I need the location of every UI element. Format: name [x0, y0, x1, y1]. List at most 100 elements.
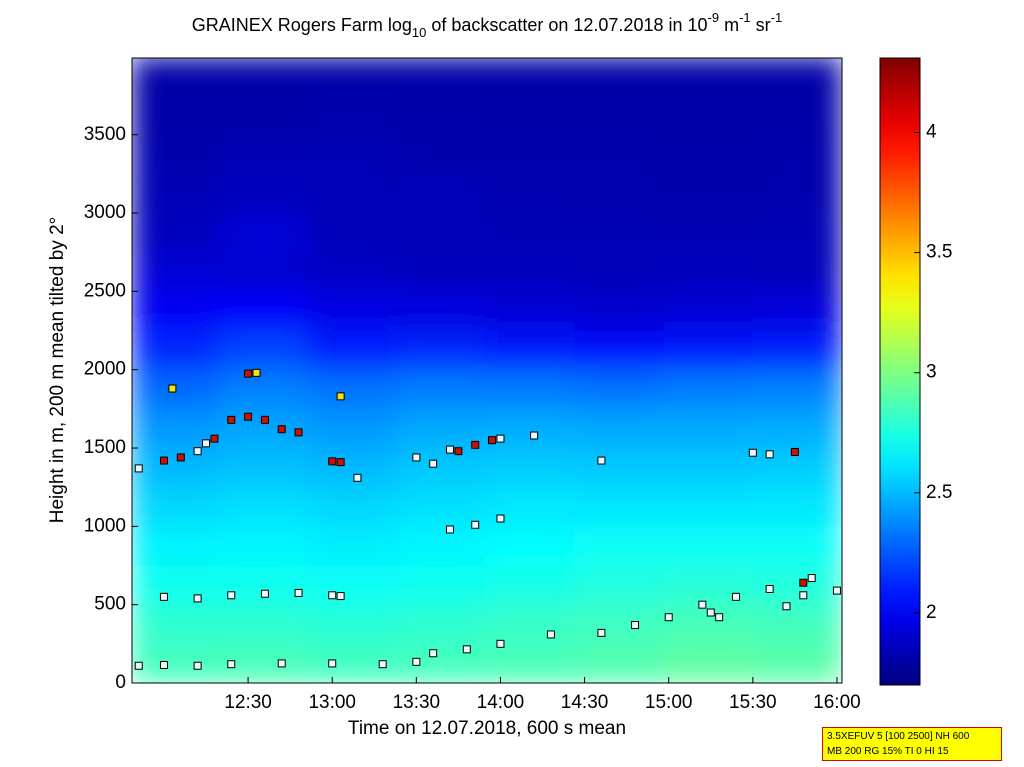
title-part: of backscatter on 12.07.2018 in 10 [426, 15, 707, 35]
title-part: -1 [771, 10, 783, 25]
marker [244, 369, 253, 378]
marker [454, 447, 463, 456]
heat-cell [752, 290, 842, 332]
heat-cell [752, 525, 842, 567]
heat-cell [308, 251, 399, 292]
heat-cell [132, 643, 220, 683]
marker [832, 586, 841, 595]
title-part: GRAINEX Rogers Farm log [192, 15, 412, 35]
heat-cell [573, 643, 665, 683]
heat-cell [397, 95, 486, 136]
heat-cell [663, 525, 754, 567]
y-tick-label: 2000 [84, 359, 126, 380]
marker [807, 574, 816, 583]
marker [429, 459, 438, 468]
heat-cell [397, 330, 486, 371]
heat-cell [308, 58, 399, 97]
heat-cell [218, 330, 310, 371]
heat-cell [752, 212, 842, 253]
x-tick-label: 15:30 [729, 692, 777, 713]
heat-cell [397, 369, 486, 410]
heat-cell [663, 330, 754, 371]
heat-cell [218, 134, 310, 175]
heat-cell [573, 369, 665, 410]
marker [664, 613, 673, 622]
heat-cell [397, 58, 486, 97]
info-line: 3.5XEFUV 5 [100 2500] NH 600 [827, 731, 970, 742]
marker [227, 591, 236, 600]
x-axis-label: Time on 12.07.2018, 600 s mean [348, 718, 626, 739]
marker [210, 434, 219, 443]
marker [412, 453, 421, 462]
heat-cell [218, 58, 310, 97]
marker [159, 660, 168, 669]
marker [244, 412, 253, 421]
heat-cell [218, 447, 310, 488]
marker [193, 661, 202, 670]
title-part: -1 [739, 10, 751, 25]
marker [294, 588, 303, 597]
marker [471, 520, 480, 529]
marker [445, 525, 454, 534]
heat-cell [308, 134, 399, 175]
marker [294, 428, 303, 437]
heat-cell [308, 486, 399, 527]
heat-cell [308, 447, 399, 488]
marker [698, 600, 707, 609]
marker [277, 425, 286, 434]
marker [765, 585, 774, 594]
marker [496, 514, 505, 523]
marker [336, 458, 345, 467]
heat-cell [752, 408, 842, 449]
heat-cell [218, 290, 310, 332]
heat-cell [397, 604, 486, 645]
colorbar-tick-label: 4 [926, 121, 937, 142]
heat-cell [573, 604, 665, 645]
marker [597, 456, 606, 465]
heat-cell [663, 369, 754, 410]
heat-cell [752, 604, 842, 645]
heat-cell [663, 134, 754, 175]
heat-cell [132, 604, 220, 645]
marker [252, 368, 261, 377]
heat-cell [308, 565, 399, 606]
heat-cell [484, 58, 575, 97]
heat-cell [397, 643, 486, 683]
heat-cell [132, 330, 220, 371]
heat-cell [397, 447, 486, 488]
marker [429, 649, 438, 658]
marker [260, 589, 269, 598]
heat-cell [397, 134, 486, 175]
heat-cell [132, 290, 220, 332]
heat-cell [132, 58, 220, 97]
heat-cell [663, 58, 754, 97]
heat-cell [218, 95, 310, 136]
heat-cell [308, 525, 399, 567]
heat-cell [752, 58, 842, 97]
marker [706, 608, 715, 617]
y-tick-label: 500 [94, 594, 126, 615]
x-tick-label: 13:00 [308, 692, 356, 713]
y-tick-label: 2500 [84, 280, 126, 301]
marker [336, 392, 345, 401]
heat-cell [484, 212, 575, 253]
y-tick-label: 1000 [84, 515, 126, 536]
marker [765, 450, 774, 459]
heat-cell [663, 95, 754, 136]
marker [631, 621, 640, 630]
colorbar [879, 57, 921, 686]
heat-cell [752, 134, 842, 175]
heat-cell [573, 290, 665, 332]
heat-cell [397, 251, 486, 292]
marker [496, 434, 505, 443]
heat-cell [397, 565, 486, 606]
heat-cell [218, 525, 310, 567]
y-tick-label: 3000 [84, 202, 126, 223]
heat-cell [663, 408, 754, 449]
heat-cell [573, 251, 665, 292]
heat-cell [752, 251, 842, 292]
heat-cell [752, 369, 842, 410]
marker [471, 440, 480, 449]
